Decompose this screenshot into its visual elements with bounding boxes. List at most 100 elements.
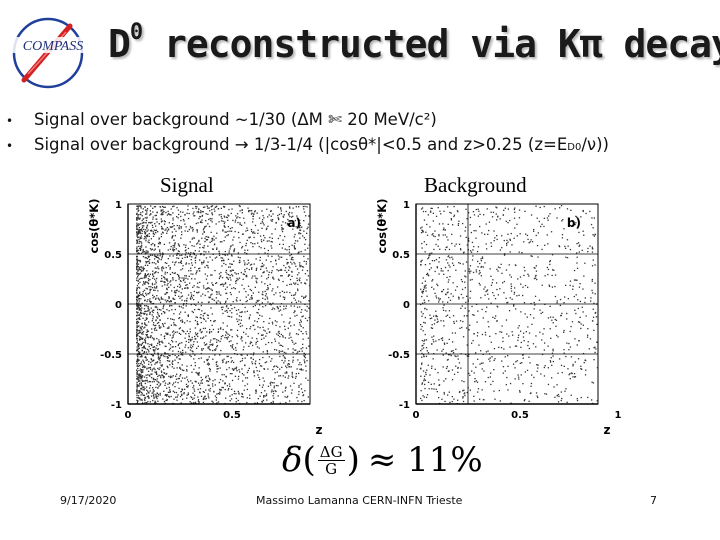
scatter-point: [431, 324, 433, 326]
scatter-point: [287, 327, 289, 329]
scatter-point: [139, 331, 142, 334]
scatter-point: [203, 231, 205, 233]
scatter-point: [210, 331, 213, 333]
scatter-point: [136, 402, 139, 404]
scatter-point: [433, 288, 435, 290]
scatter-point: [292, 351, 294, 354]
scatter-point: [160, 210, 162, 212]
scatter-point: [201, 379, 204, 381]
scatter-point: [161, 220, 163, 222]
scatter-point: [169, 334, 171, 336]
scatter-point: [175, 375, 177, 377]
scatter-point: [164, 221, 166, 223]
scatter-point: [421, 259, 423, 261]
scatter-point: [220, 327, 222, 329]
scatter-point: [229, 263, 231, 265]
scatter-point: [147, 343, 149, 345]
scatter-point: [138, 245, 140, 247]
scatter-point: [139, 331, 141, 334]
scatter-point: [298, 279, 300, 281]
scatter-point: [305, 295, 307, 297]
scatter-point: [151, 310, 153, 312]
scatter-point: [150, 288, 152, 291]
scatter-point: [227, 234, 229, 236]
scatter-point: [219, 393, 221, 395]
scatter-point: [276, 371, 278, 373]
scatter-point: [205, 225, 207, 227]
scatter-point: [146, 402, 148, 404]
scatter-point: [240, 315, 242, 318]
scatter-point: [244, 222, 246, 224]
scatter-point: [183, 331, 185, 333]
scatter-point: [166, 284, 168, 286]
scatter-point: [241, 340, 243, 342]
scatter-point: [142, 352, 144, 354]
scatter-point: [513, 305, 515, 307]
scatter-point: [195, 271, 198, 273]
scatter-point: [178, 295, 180, 297]
scatter-point: [267, 216, 269, 218]
scatter-point: [196, 243, 198, 245]
scatter-point: [435, 243, 437, 246]
plot-title: Background: [424, 173, 527, 197]
scatter-point: [513, 291, 516, 293]
scatter-point: [203, 336, 205, 338]
scatter-point: [167, 213, 170, 215]
scatter-point: [488, 358, 490, 360]
scatter-point: [143, 394, 145, 396]
scatter-point: [442, 320, 445, 322]
scatter-point: [197, 332, 199, 335]
scatter-point: [167, 280, 169, 282]
scatter-point: [298, 272, 300, 274]
scatter-point: [445, 367, 448, 369]
scatter-point: [432, 358, 434, 360]
scatter-point: [151, 287, 154, 289]
scatter-point: [152, 231, 155, 233]
scatter-point: [252, 344, 254, 347]
scatter-point: [248, 211, 250, 213]
scatter-point: [435, 295, 437, 297]
scatter-point: [299, 224, 301, 227]
scatter-point: [223, 259, 225, 262]
scatter-point: [294, 349, 296, 351]
scatter-point: [153, 245, 156, 247]
plot-tag: a): [287, 216, 301, 230]
scatter-point: [266, 399, 268, 401]
scatter-point: [209, 296, 212, 298]
scatter-point: [447, 223, 449, 225]
scatter-point: [215, 282, 217, 285]
scatter-point: [140, 304, 142, 306]
scatter-point: [160, 370, 163, 372]
scatter-point: [166, 287, 168, 289]
scatter-point: [458, 262, 460, 264]
scatter-point: [159, 357, 161, 359]
scatter-point: [482, 317, 484, 319]
scatter-point: [275, 221, 277, 224]
scatter-point: [198, 308, 201, 311]
scatter-point: [206, 264, 208, 267]
scatter-point: [293, 282, 295, 284]
scatter-point: [180, 262, 183, 264]
scatter-point: [300, 383, 302, 385]
scatter-point: [585, 359, 587, 362]
scatter-point: [222, 328, 224, 331]
scatter-point: [167, 366, 169, 369]
scatter-point: [267, 255, 269, 257]
scatter-point: [139, 291, 141, 293]
scatter-point: [149, 221, 151, 224]
scatter-point: [523, 274, 525, 277]
scatter-point: [179, 327, 181, 329]
scatter-point: [275, 292, 277, 294]
scatter-point: [194, 365, 196, 367]
scatter-point: [573, 373, 576, 375]
scatter-point: [217, 339, 220, 342]
scatter-point: [594, 312, 596, 314]
scatter-point: [438, 299, 440, 301]
scatter-point: [143, 346, 145, 348]
scatter-point: [149, 210, 151, 212]
scatter-point: [141, 215, 143, 217]
scatter-point: [201, 219, 203, 221]
scatter-point: [432, 279, 434, 281]
scatter-point: [556, 302, 558, 304]
scatter-point: [148, 363, 150, 365]
